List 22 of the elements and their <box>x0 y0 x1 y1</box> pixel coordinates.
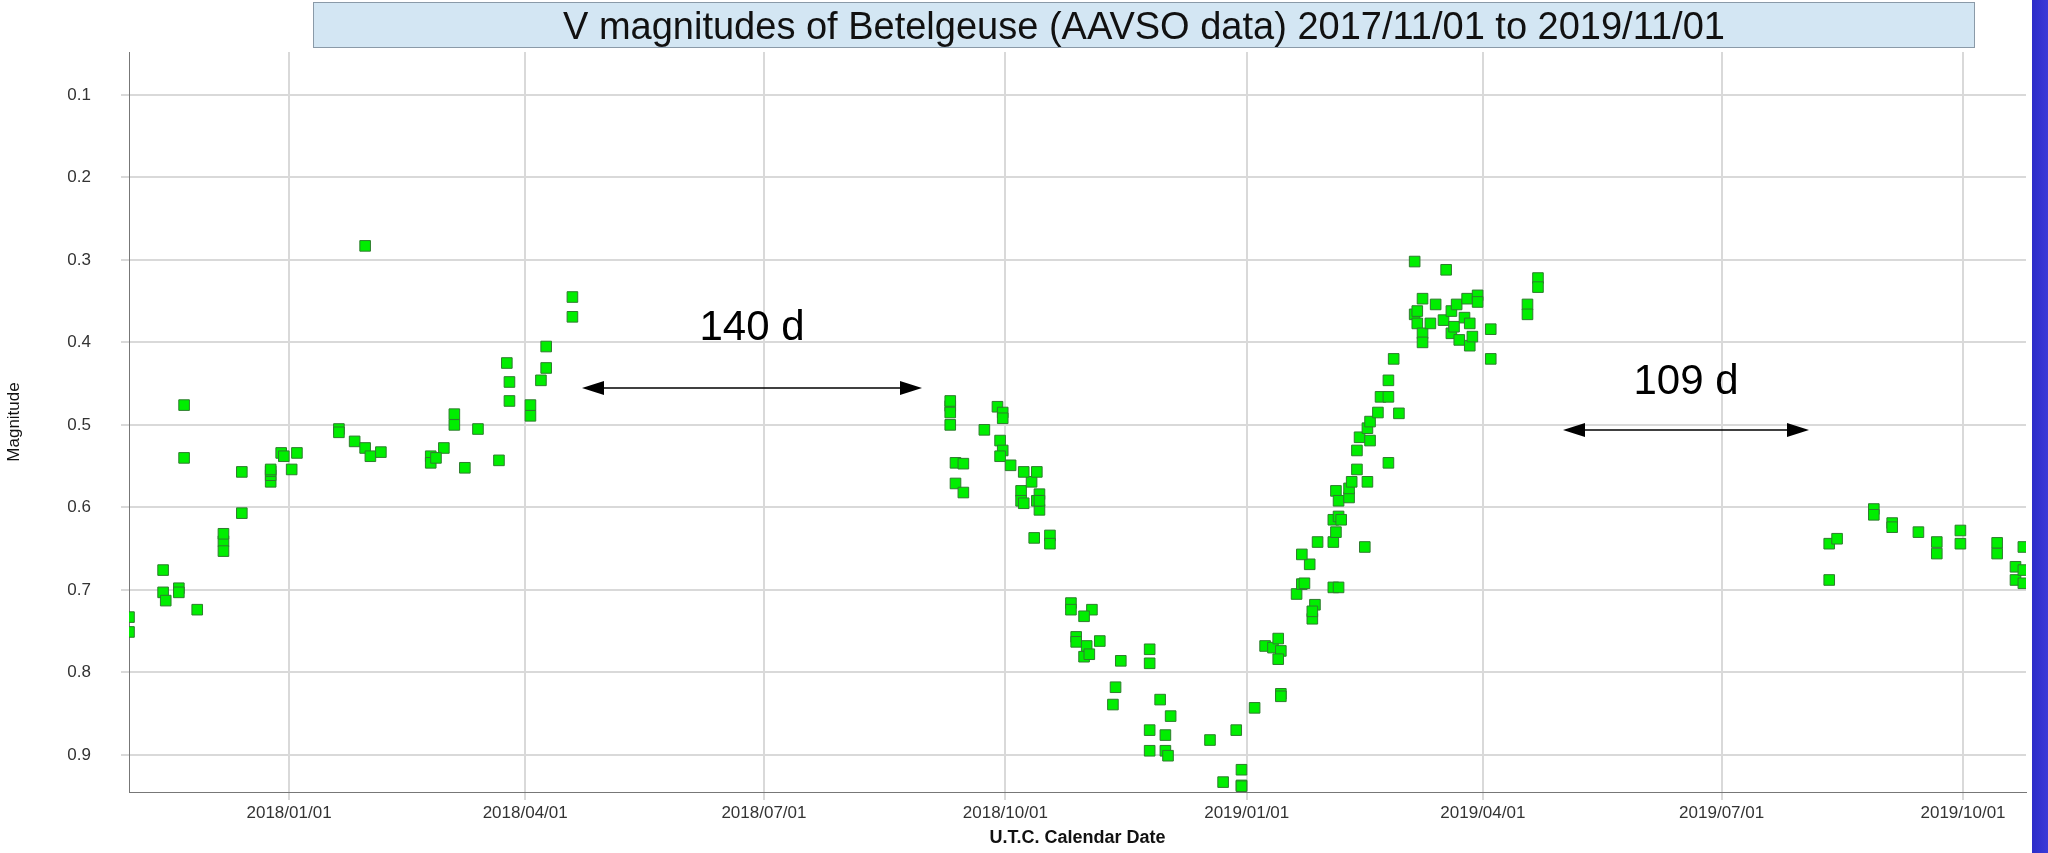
annotation: 140 d <box>699 301 805 349</box>
x-tick-label: 2018/04/01 <box>482 802 568 822</box>
x-tick-label: 2018/10/01 <box>962 802 1048 822</box>
y-tick-label: 0.1 <box>67 84 91 104</box>
chart-title: V magnitudes of Betelgeuse (AAVSO data) 2017/11/01 to 2019/11/01 <box>313 2 1975 48</box>
y-tick-label: 0.4 <box>67 332 91 352</box>
x-tick-label: 2018/07/01 <box>721 802 807 822</box>
y-tick-label: 0.8 <box>67 662 91 682</box>
x-tick-label: 2019/01/01 <box>1204 802 1290 822</box>
y-tick-label: 0.3 <box>67 249 91 269</box>
y-tick-label: 0.9 <box>67 744 91 764</box>
y-tick-label: 0.2 <box>67 167 91 187</box>
x-tick-label: 2019/10/01 <box>1920 802 2006 822</box>
y-tick-label: 0.5 <box>67 414 91 434</box>
x-tick-label: 2019/07/01 <box>1679 802 1765 822</box>
x-axis-title: U.T.C. Calendar Date <box>989 827 1166 848</box>
annotation: 109 d <box>1633 355 1739 403</box>
x-tick-label: 2018/01/01 <box>246 802 332 822</box>
y-tick-label: 0.7 <box>67 579 91 599</box>
y-tick-label: 0.6 <box>67 497 91 517</box>
y-axis-title: Magnitude <box>3 382 23 462</box>
x-tick-label: 2019/04/01 <box>1440 802 1526 822</box>
